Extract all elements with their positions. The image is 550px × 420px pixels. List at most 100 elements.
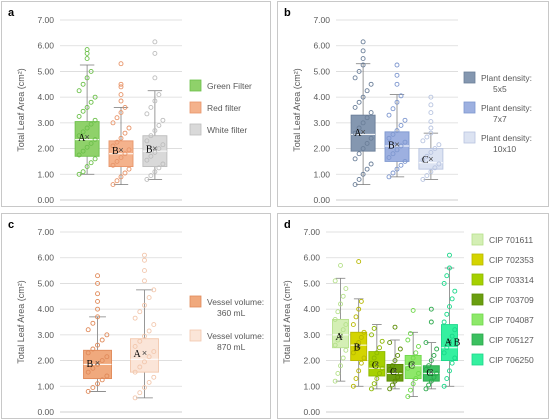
data-point [423,367,429,373]
outlier-point [152,50,158,56]
outlier-point [84,56,90,62]
legend-label-line: Plant density: [481,103,532,113]
y-tick-label: 4.00 [313,92,330,102]
data-point [360,171,366,177]
data-point [88,68,94,74]
legend-swatch [471,333,484,346]
data-point [80,108,86,114]
data-point [356,151,362,157]
outlier-point [95,306,100,312]
data-point [371,355,377,361]
data-point [132,315,138,321]
outlier-point [392,324,398,330]
data-point [90,346,96,352]
data-point [356,176,362,182]
data-point [413,376,419,382]
data-point [160,161,166,167]
data-point [118,135,124,141]
data-point [394,128,400,134]
data-point [387,386,393,392]
outlier-point [360,48,366,54]
data-point [92,117,98,123]
legend-label-line: Vessel volume: [207,331,264,341]
legend-swatch [471,233,484,246]
data-point [88,160,94,166]
data-point [146,354,152,360]
data-point [132,343,138,349]
data-point [358,334,364,340]
data-point [390,151,396,157]
mean-marker: × [374,359,379,369]
legend-label: CIP 702353 [489,255,534,265]
mean-marker: × [411,359,416,369]
data-point [377,370,382,376]
mean-marker: × [428,154,433,164]
y-tick-label: 1.00 [37,381,54,391]
outlier-point [394,72,400,78]
y-tick-label: 3.00 [313,118,330,128]
significance-letter: A B [444,337,460,348]
data-point [374,376,380,382]
data-point [151,374,157,380]
data-point [352,104,358,110]
data-point [80,129,86,135]
data-point [151,287,157,293]
outlier-point [152,39,158,45]
data-point [431,352,437,358]
data-point [144,176,150,182]
y-tick-label: 6.00 [37,41,54,51]
outlier-point [428,119,434,125]
data-point [371,381,377,387]
mean-marker: × [392,366,397,376]
data-point [122,151,128,157]
mean-marker: × [360,127,365,137]
significance-letter: A [78,133,86,144]
data-point [352,182,358,188]
data-point [369,360,374,366]
legend-label: Vessel volume: 870 mL [207,331,264,352]
data-point [434,346,440,352]
y-axis-label: Total Leaf Area (cm²) [282,280,292,364]
data-point [146,328,152,334]
data-point [444,311,450,317]
data-point [386,112,392,118]
data-point [160,142,166,148]
data-point [95,361,100,367]
data-point [110,182,116,188]
outlier-point [118,61,124,67]
y-axis-label: Total Leaf Area (cm²) [16,280,26,364]
outlier-point [428,94,434,100]
mean-marker: × [447,336,452,346]
data-point [353,376,359,382]
data-point [356,99,362,105]
legend-label-line: Plant density: [481,73,532,83]
outlier-point [142,257,147,263]
significance-letter: B [87,359,94,370]
y-tick-label: 6.00 [313,41,330,51]
significance-letter: B [354,342,361,353]
data-point [110,143,116,149]
data-point [392,358,398,364]
y-tick-label: 5.00 [313,66,330,76]
data-point [137,390,143,396]
mean-marker: × [84,132,89,142]
data-point [386,174,392,180]
data-point [441,383,447,389]
legend-swatch [189,123,202,136]
y-tick-label: 6.00 [37,253,54,263]
data-point [389,382,395,388]
data-point [360,94,366,100]
data-point [413,350,419,356]
data-point [335,309,341,315]
significance-letter: C [372,360,379,371]
data-point [447,340,452,346]
box-plant-density-5x5: ×A [350,39,376,188]
data-point [353,345,359,351]
outlier-point [95,291,100,297]
data-point [80,148,86,154]
data-point [148,133,154,139]
data-point [402,139,408,145]
data-point [338,332,343,338]
outlier-point [428,306,434,312]
data-point [444,273,450,279]
